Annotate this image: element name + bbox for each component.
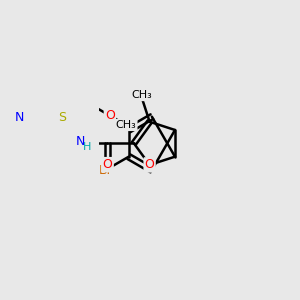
Text: O: O [105, 109, 115, 122]
Text: O: O [102, 158, 112, 171]
Text: O: O [145, 158, 154, 171]
Text: S: S [58, 112, 66, 124]
Text: N: N [76, 136, 85, 148]
Text: H: H [83, 142, 92, 152]
Text: CH₃: CH₃ [116, 120, 136, 130]
Text: N: N [14, 112, 24, 124]
Text: CH₃: CH₃ [131, 90, 152, 100]
Text: Br: Br [99, 164, 112, 176]
